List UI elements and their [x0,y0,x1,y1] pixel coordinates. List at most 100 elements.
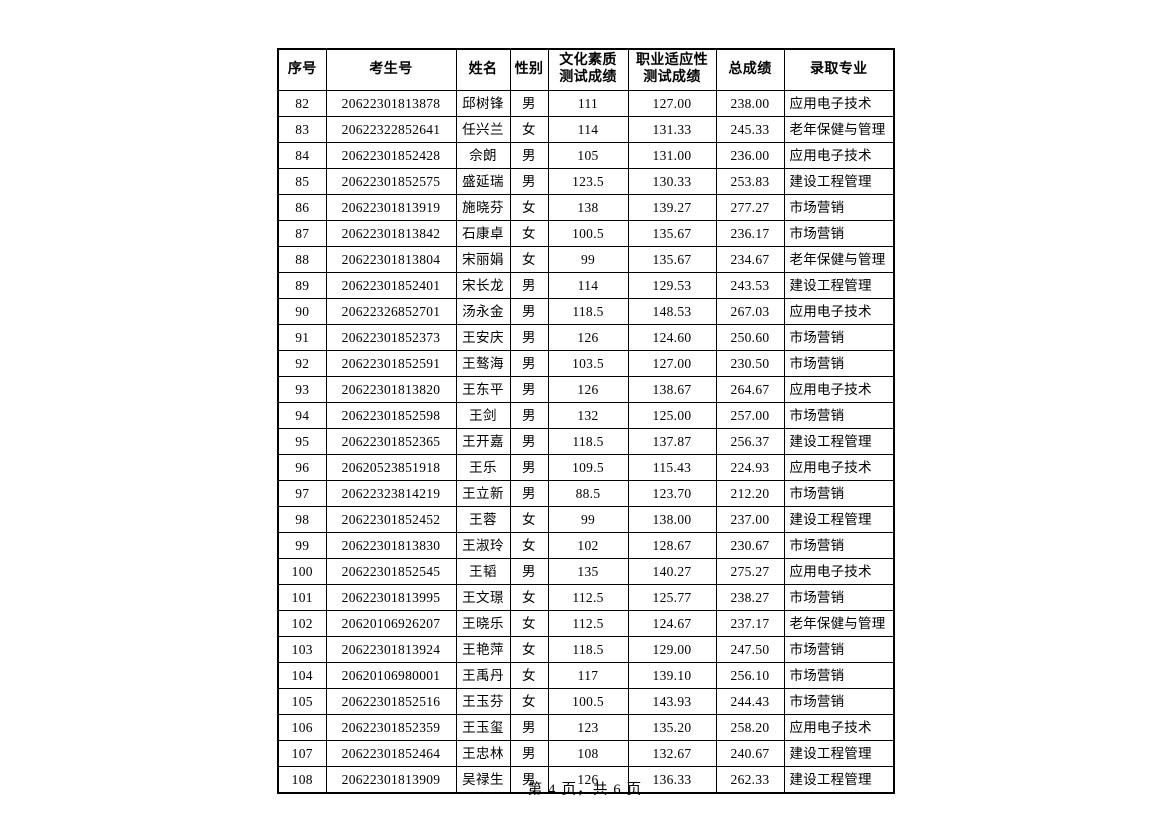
cell-vocation-score: 139.27 [627,194,717,221]
cell-seq: 100 [277,558,327,585]
cell-gender: 男 [509,272,549,299]
column-header-seq: 序号 [277,48,327,91]
cell-exam-no: 20620106926207 [325,610,457,637]
cell-name: 宋长龙 [455,272,511,299]
table-row: 92 20622301852591 王骜海男 103.5 127.00 230.50 市场营… [277,350,895,377]
cell-exam-no: 20622301852545 [325,558,457,585]
table-row: 100 20622301852545 王韬男 135 140.27 275.27 应用电子技… [277,558,895,585]
cell-seq: 87 [277,220,327,247]
table-row: 83 20622322852641 任兴兰女 114 131.33 245.33 老年保健与… [277,116,895,143]
cell-exam-no: 20622301813842 [325,220,457,247]
cell-vocation-score: 135.20 [627,714,717,741]
cell-total-score: 250.60 [715,324,785,351]
cell-name: 王安庆 [455,324,511,351]
cell-major: 市场营销 [783,688,895,715]
cell-total-score: 258.20 [715,714,785,741]
cell-culture-score: 102 [547,532,629,559]
cell-total-score: 256.37 [715,428,785,455]
table-row: 97 20622323814219 王立新男 88.5 123.70 212.20 市场营销 [277,480,895,507]
cell-vocation-score: 127.00 [627,90,717,117]
cell-exam-no: 20622301852516 [325,688,457,715]
cell-major: 市场营销 [783,220,895,247]
cell-seq: 105 [277,688,327,715]
cell-gender: 女 [509,584,549,611]
table-row: 85 20622301852575 盛延瑞男 123.5 130.33 253.83 建设工… [277,168,895,195]
cell-name: 石康卓 [455,220,511,247]
cell-gender: 女 [509,662,549,689]
page-footer: 第 4 页，共 6 页 [527,782,643,798]
cell-name: 王晓乐 [455,610,511,637]
cell-vocation-score: 139.10 [627,662,717,689]
cell-name: 王禹丹 [455,662,511,689]
cell-vocation-score: 123.70 [627,480,717,507]
cell-seq: 89 [277,272,327,299]
cell-name: 王蓉 [455,506,511,533]
cell-seq: 108 [277,766,327,794]
column-header-vocation-score-line1: 职业适应性 [636,53,708,69]
cell-major: 市场营销 [783,194,895,221]
cell-gender: 男 [509,558,549,585]
column-header-name-line1: 姓名 [468,61,498,77]
cell-culture-score: 103.5 [547,350,629,377]
cell-name: 佘朗 [455,142,511,169]
column-header-total-score: 总成绩 [715,48,785,91]
cell-name: 王玉芬 [455,688,511,715]
cell-seq: 106 [277,714,327,741]
cell-culture-score: 138 [547,194,629,221]
column-header-culture-score: 文化素质 测试成绩 [547,48,629,91]
cell-name: 王骜海 [455,350,511,377]
cell-exam-no: 20622301813909 [325,766,457,794]
table-row: 105 20622301852516 王玉芬女 100.5 143.93 244.43 市场… [277,688,895,715]
cell-gender: 男 [509,766,549,794]
cell-name: 王文璟 [455,584,511,611]
cell-culture-score: 118.5 [547,428,629,455]
cell-exam-no: 20622301813878 [325,90,457,117]
cell-culture-score: 108 [547,740,629,767]
cell-gender: 男 [509,454,549,481]
cell-total-score: 244.43 [715,688,785,715]
cell-vocation-score: 135.67 [627,220,717,247]
cell-seq: 84 [277,142,327,169]
table-header: 序号 考生号 姓名 性别 文化素质 测试成绩 [277,48,895,91]
cell-major: 老年保健与管理 [783,610,895,637]
cell-seq: 90 [277,298,327,325]
table-row: 103 20622301813924 王艳萍女 118.5 129.00 247.50 市场… [277,636,895,663]
cell-name: 王忠林 [455,740,511,767]
cell-name: 宋丽娟 [455,246,511,273]
cell-name: 任兴兰 [455,116,511,143]
table-row: 82 20622301813878 邱树锋男 111 127.00 238.00 应用电子技… [277,90,895,117]
cell-gender: 男 [509,480,549,507]
cell-gender: 男 [509,428,549,455]
cell-total-score: 262.33 [715,766,785,794]
cell-total-score: 237.17 [715,610,785,637]
cell-total-score: 267.03 [715,298,785,325]
cell-vocation-score: 124.67 [627,610,717,637]
cell-total-score: 257.00 [715,402,785,429]
table-body: 82 20622301813878 邱树锋男 111 127.00 238.00 应用电子技… [277,90,895,794]
cell-culture-score: 114 [547,272,629,299]
cell-exam-no: 20622301813919 [325,194,457,221]
cell-exam-no: 20622326852701 [325,298,457,325]
cell-seq: 83 [277,116,327,143]
column-header-name: 姓名 [455,48,511,91]
cell-exam-no: 20620106980001 [325,662,457,689]
cell-seq: 88 [277,246,327,273]
cell-total-score: 236.17 [715,220,785,247]
cell-exam-no: 20622301813820 [325,376,457,403]
cell-culture-score: 88.5 [547,480,629,507]
cell-total-score: 275.27 [715,558,785,585]
table-row: 108 20622301813909 吴禄生男 126 136.33 262.33 建设工程… [277,766,895,794]
cell-gender: 男 [509,90,549,117]
cell-culture-score: 100.5 [547,220,629,247]
cell-exam-no: 20622322852641 [325,116,457,143]
cell-culture-score: 123.5 [547,168,629,195]
cell-gender: 女 [509,116,549,143]
cell-gender: 男 [509,350,549,377]
cell-total-score: 230.50 [715,350,785,377]
cell-total-score: 236.00 [715,142,785,169]
cell-total-score: 224.93 [715,454,785,481]
cell-exam-no: 20622301852464 [325,740,457,767]
cell-culture-score: 99 [547,506,629,533]
cell-culture-score: 99 [547,246,629,273]
cell-major: 建设工程管理 [783,766,895,794]
